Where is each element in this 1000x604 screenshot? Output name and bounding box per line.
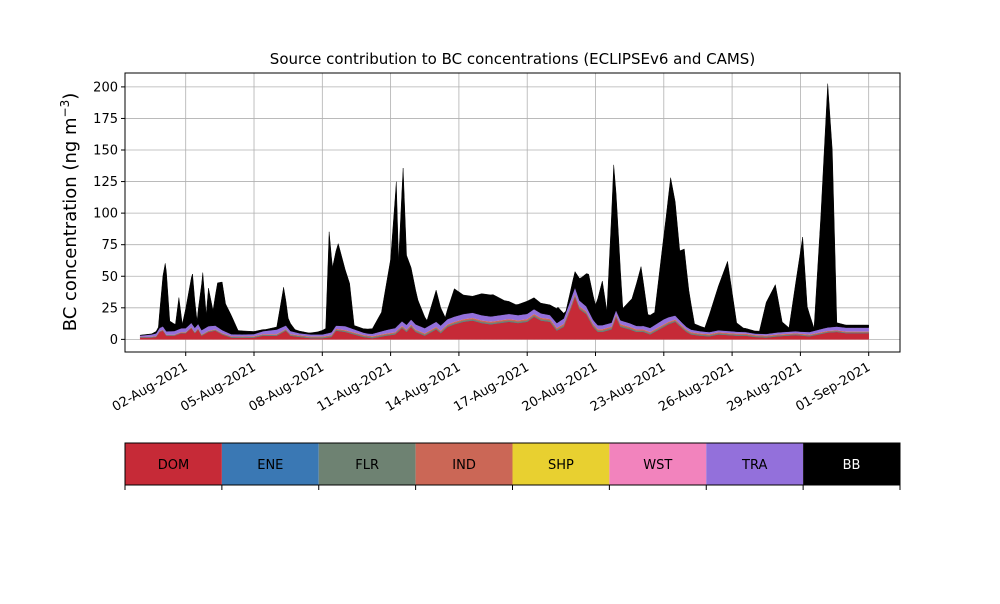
y-axis-label-main: BC concentration (ng m [60,117,81,331]
legend-swatch-ind [415,443,513,485]
legend-label-shp: SHP [548,458,574,473]
y-tick-label: 50 [101,270,118,285]
y-tick-label: 75 [101,238,118,253]
y-axis-label-exponent: −3 [58,100,72,118]
y-tick-label: 25 [101,301,118,316]
x-tick-label: 02-Aug-2021 [110,360,190,415]
area-bb [139,83,869,336]
legend-label-ind: IND [452,458,476,473]
x-tick-label: 08-Aug-2021 [247,360,327,415]
x-tick-label: 17-Aug-2021 [451,360,531,415]
x-tick-label: 05-Aug-2021 [178,360,258,415]
y-tick-label: 150 [93,144,118,159]
y-tick-label: 200 [93,80,118,95]
x-tick-label: 14-Aug-2021 [383,360,463,415]
x-tick-label: 11-Aug-2021 [315,360,395,415]
legend-swatch-ene [221,443,319,485]
x-tick-label: 01-Sep-2021 [793,360,873,415]
x-tick-label: 20-Aug-2021 [520,360,600,415]
legend-label-wst: WST [643,458,672,473]
legend-label-bb: BB [843,458,861,473]
legend-label-tra: TRA [741,458,767,473]
y-tick-label: 0 [110,333,118,348]
legend-swatch-tra [706,443,804,485]
y-axis-label: BC concentration (ng m−3) [58,93,81,332]
legend-swatch-shp [512,443,610,485]
x-tick-label: 26-Aug-2021 [656,360,736,415]
legend-swatch-bb [803,443,900,485]
y-tick-label: 100 [93,207,118,222]
legend-swatch-flr [318,443,416,485]
legend-swatch-dom [125,443,222,485]
axes: 0 25 50 75 100 125 150 175 200 02-Aug-202105-Aug-… [93,72,901,415]
stacked-areas [139,83,869,340]
legend: DOM ENE FLR IND SHP WST TRA BB [124,442,901,490]
chart-title: Source contribution to BC concentrations… [270,50,755,68]
legend-swatch-wst [609,443,707,485]
y-tick-label: 175 [93,112,118,127]
legend-label-dom: DOM [158,458,189,473]
legend-label-ene: ENE [257,458,283,473]
y-tick-label: 125 [93,175,118,190]
y-axis-label-close: ) [60,93,81,100]
x-tick-label: 29-Aug-2021 [725,360,805,415]
plot-frame [124,72,901,353]
x-tick-label: 23-Aug-2021 [588,360,668,415]
legend-label-flr: FLR [355,458,379,473]
